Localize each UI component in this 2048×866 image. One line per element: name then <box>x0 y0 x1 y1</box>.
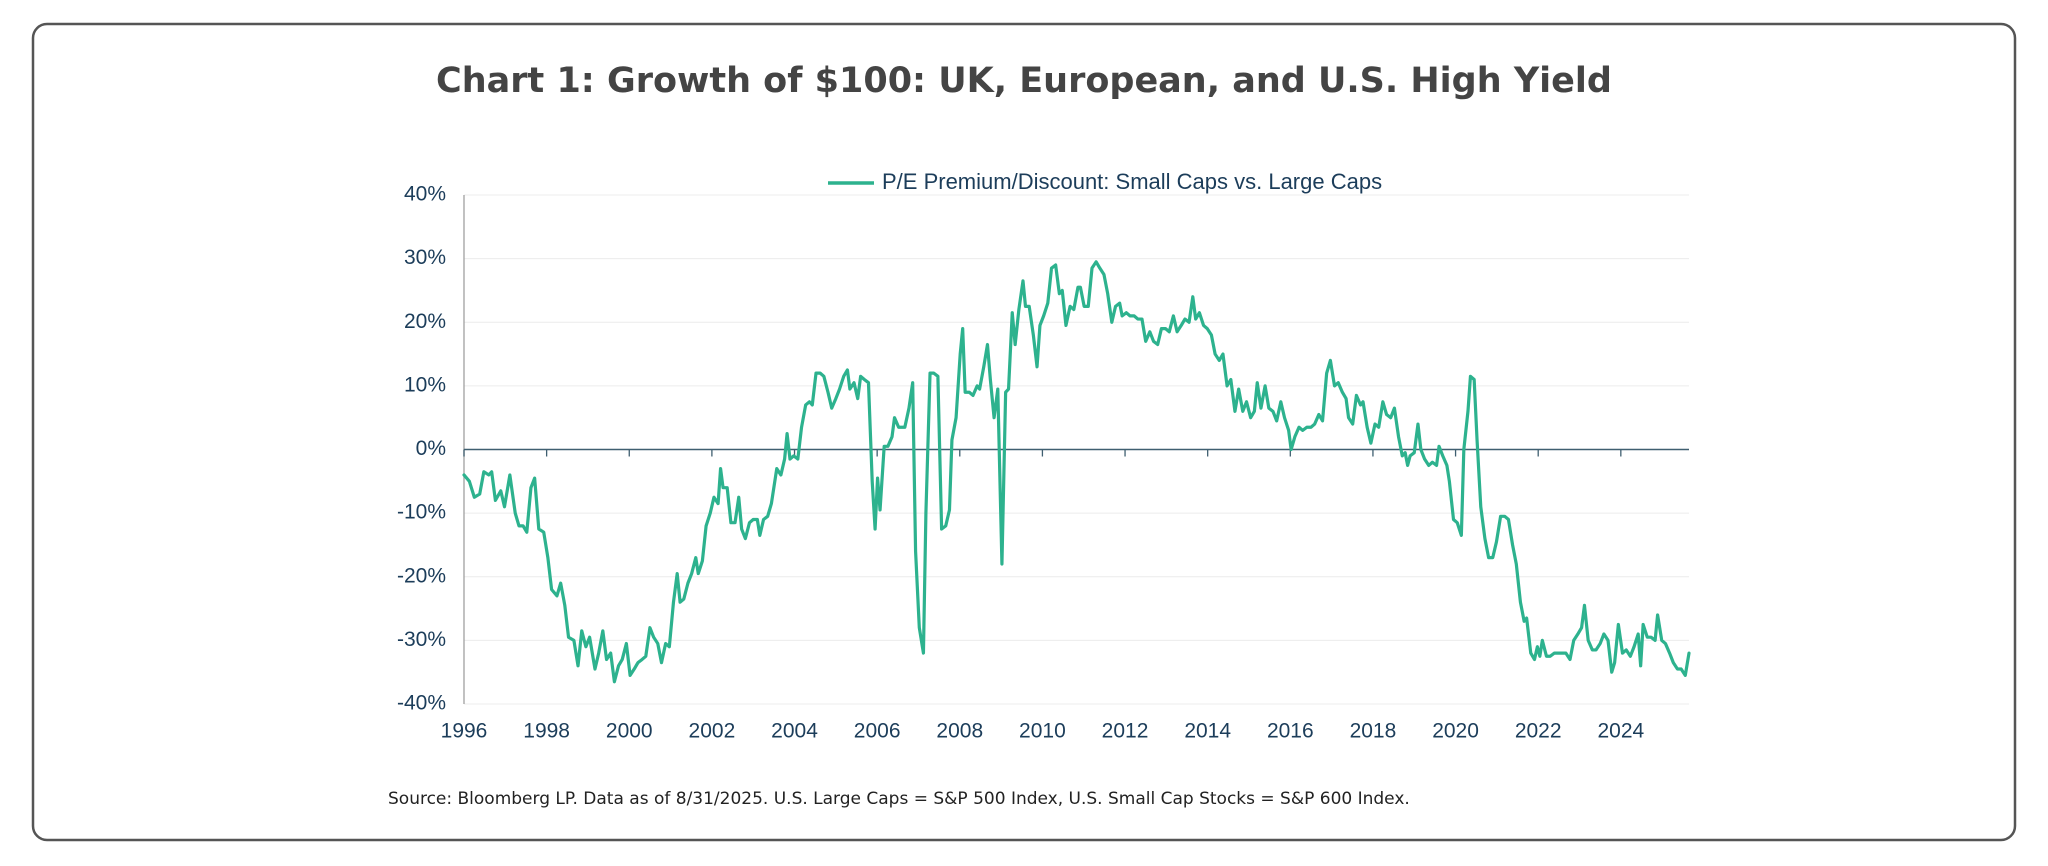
x-tick-label: 2008 <box>936 720 983 743</box>
y-tick-label: -30% <box>397 628 446 651</box>
x-tick-label: 2010 <box>1019 720 1066 743</box>
frame <box>31 22 2017 842</box>
y-tick-label: -20% <box>397 564 446 587</box>
x-tick-label: 2000 <box>606 720 653 743</box>
x-tick-label: 2020 <box>1432 720 1479 743</box>
x-tick-label: 2014 <box>1184 720 1231 743</box>
y-tick-label: -40% <box>397 692 446 715</box>
y-tick-label: 0% <box>416 437 446 460</box>
x-tick-label: 2006 <box>854 720 901 743</box>
y-tick-label: 10% <box>404 373 446 396</box>
legend-label: P/E Premium/Discount: Small Caps vs. Lar… <box>882 169 1382 194</box>
x-tick-label: 2002 <box>689 720 736 743</box>
y-tick-label: 30% <box>404 246 446 269</box>
source-note: Source: Bloomberg LP. Data as of 8/31/20… <box>388 789 1410 809</box>
data-line <box>462 260 1691 684</box>
x-tick-label: 2018 <box>1350 720 1397 743</box>
x-tick-label: 2012 <box>1102 720 1149 743</box>
y-tick-label: 20% <box>404 310 446 333</box>
x-tick-label: 2004 <box>771 720 818 743</box>
x-tick-label: 1998 <box>523 720 570 743</box>
y-tick-label: -10% <box>397 501 446 524</box>
x-tick-label: 2022 <box>1515 720 1562 743</box>
x-tick-label: 2016 <box>1267 720 1314 743</box>
chart-title: Chart 1: Growth of $100: UK, European, a… <box>436 61 1612 101</box>
y-tick-label: 40% <box>404 183 446 206</box>
x-tick-label: 2024 <box>1597 720 1644 743</box>
x-tick-label: 1996 <box>441 720 488 743</box>
